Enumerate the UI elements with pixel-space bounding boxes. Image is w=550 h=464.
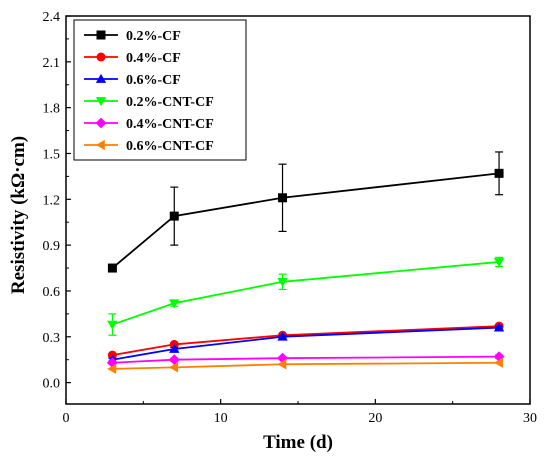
legend-marker: [96, 52, 106, 62]
legend-label: 0.6%-CF: [126, 73, 181, 88]
data-point: [107, 263, 117, 273]
data-point: [278, 193, 288, 203]
data-point: [493, 322, 505, 332]
data-point: [169, 343, 180, 353]
y-axis-label: Resistivity (kΩ·cm): [8, 136, 29, 294]
series-1: [107, 321, 504, 360]
data-point: [277, 352, 288, 364]
data-point: [107, 320, 118, 330]
legend-item: 0.6%-CF: [84, 73, 181, 88]
series-line: [112, 325, 500, 357]
legend-marker: [95, 117, 107, 129]
series-0: [107, 151, 504, 273]
y-tick-label: 1.2: [43, 193, 61, 208]
y-tick-label: 0.9: [43, 239, 61, 254]
series-3: [107, 256, 505, 336]
series-5: [107, 357, 503, 375]
legend-item: 0.4%-CF: [84, 51, 181, 66]
series-line: [112, 326, 500, 361]
series-4: [107, 351, 505, 369]
data-point: [493, 258, 505, 268]
y-tick-label: 0.0: [43, 377, 61, 392]
x-tick-label: 30: [523, 411, 537, 426]
legend-marker: [95, 97, 107, 107]
y-tick-label: 1.5: [43, 147, 61, 162]
data-point: [169, 211, 179, 221]
legend: 0.2%-CF 0.4%-CF 0.6%-CF 0.2%-CNT-CF 0.4%-CNT…: [73, 19, 247, 161]
y-axis-ticks: 0.0 0.3 0.6 0.9 1.2 1.5 1.8 2.1 2.4: [43, 10, 71, 392]
y-tick-label: 0.6: [43, 285, 61, 300]
series-line: [112, 261, 500, 326]
legend-label: 0.2%-CF: [126, 29, 181, 44]
series-2: [107, 322, 505, 364]
legend-marker: [95, 139, 105, 151]
legend-item: 0.6%-CNT-CF: [84, 139, 214, 154]
data-point: [277, 331, 288, 341]
x-tick-label: 10: [214, 411, 228, 426]
legend-label: 0.2%-CNT-CF: [126, 95, 214, 110]
y-tick-label: 1.8: [43, 102, 61, 117]
plot-frame: [65, 15, 531, 405]
data-point: [277, 359, 287, 370]
y-tick-label: 2.1: [43, 56, 61, 71]
legend-label: 0.4%-CNT-CF: [126, 117, 214, 132]
legend-item: 0.2%-CNT-CF: [84, 95, 214, 110]
x-tick-label: 0: [63, 411, 70, 426]
data-point: [169, 362, 179, 373]
series-line: [112, 361, 500, 370]
x-axis-label: Time (d): [263, 432, 333, 453]
legend-box: [73, 19, 247, 161]
x-axis-ticks: 0 10 20 30: [63, 399, 537, 426]
data-point: [168, 354, 180, 366]
data-point: [493, 357, 503, 368]
data-point: [169, 299, 180, 309]
legend-marker: [95, 73, 107, 83]
series-line: [111, 172, 500, 269]
legend-marker: [96, 30, 106, 40]
legend-label: 0.4%-CF: [126, 51, 181, 66]
y-tick-label: 2.4: [43, 10, 61, 25]
data-point: [494, 168, 504, 178]
chart-series: [107, 151, 505, 375]
legend-label: 0.6%-CNT-CF: [126, 139, 214, 154]
data-point: [107, 363, 117, 375]
y-tick-label: 0.3: [43, 331, 61, 346]
legend-item: 0.4%-CNT-CF: [84, 117, 214, 132]
legend-item: 0.2%-CF: [84, 29, 181, 44]
x-tick-label: 20: [368, 411, 382, 426]
series-line: [112, 355, 500, 364]
data-point: [277, 277, 288, 287]
